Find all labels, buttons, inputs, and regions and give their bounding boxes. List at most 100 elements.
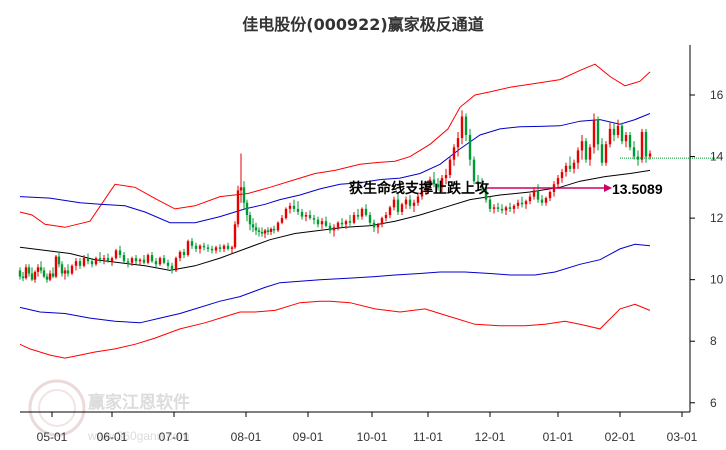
- candle-body: [174, 258, 178, 271]
- candle: [214, 245, 218, 254]
- candle: [556, 175, 560, 189]
- candle: [388, 205, 392, 219]
- candle: [166, 259, 170, 269]
- candle-body: [98, 258, 102, 260]
- candle-body: [142, 259, 146, 263]
- candle: [242, 181, 246, 209]
- candle-body: [27, 267, 31, 274]
- candle: [324, 216, 328, 228]
- annotation-layer: [486, 157, 718, 192]
- price-label: 13.5089: [612, 181, 663, 197]
- candle-body: [239, 187, 243, 191]
- candle-body: [620, 125, 624, 142]
- candle-body: [60, 264, 64, 274]
- candle: [524, 199, 528, 209]
- candle-body: [368, 215, 372, 223]
- candle-body: [532, 190, 536, 197]
- candle: [332, 224, 336, 237]
- candle: [194, 242, 198, 252]
- candle: [400, 202, 404, 216]
- candle-body: [166, 262, 170, 266]
- candle-body: [233, 224, 237, 248]
- candle-body: [272, 228, 276, 231]
- candle: [380, 216, 384, 228]
- candle-body: [86, 258, 90, 262]
- candle: [174, 256, 178, 272]
- candle: [420, 187, 424, 200]
- candle-body: [24, 267, 28, 279]
- candle-body: [263, 230, 267, 234]
- y-tick-label: 6: [710, 396, 717, 410]
- candle-body: [269, 228, 273, 232]
- candle-body: [257, 230, 261, 232]
- candle: [368, 211, 372, 226]
- candle: [98, 251, 102, 263]
- candle: [620, 122, 624, 145]
- candle: [544, 196, 548, 206]
- candle: [276, 221, 280, 232]
- candle: [312, 215, 316, 225]
- candle-body: [260, 231, 264, 234]
- candle-body: [360, 208, 364, 217]
- candle: [640, 128, 644, 163]
- candle-body: [428, 179, 432, 185]
- candle-body: [416, 196, 420, 203]
- candle-body: [70, 265, 74, 274]
- x-tick-label: 06-01: [97, 430, 128, 444]
- candle: [476, 175, 480, 191]
- candle: [284, 207, 288, 220]
- candle-body: [592, 119, 596, 148]
- candle-body: [102, 258, 106, 260]
- axes: 05-01 06-01 07-01 08-01 09-01 10-01 11-01 12-01…: [20, 45, 724, 444]
- candle-body: [412, 202, 416, 206]
- candle-body: [588, 147, 592, 160]
- candle: [532, 187, 536, 200]
- candle-body: [488, 199, 492, 209]
- candle-body: [178, 251, 182, 259]
- candle: [280, 215, 284, 225]
- candle: [162, 255, 166, 265]
- candle: [134, 255, 138, 265]
- candle-body: [242, 187, 246, 203]
- candle-body: [154, 261, 158, 265]
- candle: [300, 208, 304, 220]
- candle-body: [122, 255, 126, 262]
- candle-body: [106, 258, 110, 262]
- watermark-logo-icon: [28, 379, 86, 437]
- candle-body: [648, 153, 652, 157]
- candle-body: [536, 190, 540, 200]
- candle-body: [560, 171, 564, 179]
- candle-body: [472, 159, 476, 182]
- candle: [624, 131, 628, 148]
- candle-body: [138, 259, 142, 262]
- candle-body: [376, 224, 380, 228]
- candle-body: [644, 131, 648, 157]
- candle: [39, 261, 43, 274]
- candle: [222, 244, 226, 252]
- candle: [584, 138, 588, 163]
- candle-body: [39, 267, 43, 271]
- candle-body: [340, 222, 344, 225]
- candle: [540, 195, 544, 206]
- candle-body: [400, 204, 404, 212]
- candle: [48, 270, 52, 282]
- candle-body: [520, 202, 524, 205]
- candle: [190, 238, 194, 249]
- candle-body: [33, 271, 37, 280]
- candle: [456, 131, 460, 157]
- candle-body: [608, 128, 612, 145]
- candle: [488, 196, 492, 212]
- channel-bands: [19, 63, 651, 359]
- candle: [102, 255, 106, 265]
- candle-body: [396, 199, 400, 212]
- candle: [308, 210, 312, 220]
- candle: [468, 128, 472, 166]
- candle: [63, 267, 67, 280]
- candle: [170, 262, 174, 274]
- candle-body: [82, 258, 86, 266]
- candle-body: [45, 276, 49, 280]
- candle: [245, 199, 249, 222]
- candle-body: [512, 205, 516, 209]
- candle: [492, 204, 496, 214]
- candle-body: [448, 159, 452, 176]
